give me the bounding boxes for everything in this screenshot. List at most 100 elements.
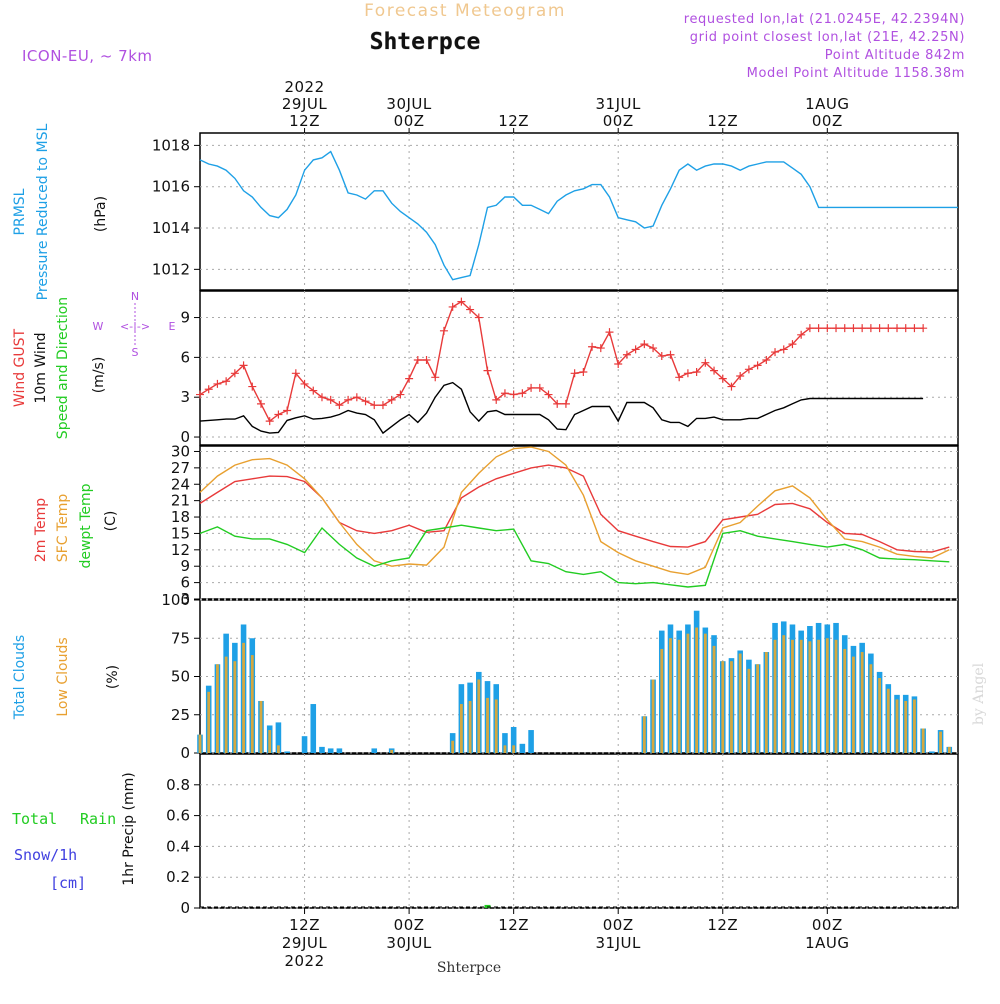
time-label-top: 30JUL: [386, 95, 431, 113]
precip-snow-label: Snow/1h: [14, 846, 77, 864]
gust-marker: [448, 302, 457, 311]
total-clouds-bar: [528, 730, 534, 753]
model-label: ICON-EU, ~ 7km: [22, 47, 153, 65]
low-clouds-bar: [852, 656, 855, 753]
compass-south: S: [132, 346, 139, 359]
panel-frame-5: [199, 753, 959, 909]
time-label-top: 31JUL: [596, 95, 641, 113]
low-clouds-bar: [669, 638, 672, 753]
y-tick-label: 3: [180, 388, 190, 406]
wind-10m-label: 10m Wind: [33, 332, 49, 403]
temp-dewpt-label: dewpt Temp: [78, 483, 94, 568]
precip-unit: 1hr Precip (mm): [121, 772, 137, 885]
low-clouds-bar: [503, 745, 507, 753]
time-label-top: 29JUL: [282, 95, 327, 113]
y-tick-label: 27: [171, 459, 190, 477]
gust-marker: [683, 369, 692, 378]
low-clouds-bar: [773, 639, 777, 753]
low-clouds-bar: [764, 652, 768, 753]
y-tick-label: 0.6: [166, 807, 190, 825]
gust-marker: [422, 356, 431, 365]
gust-marker: [605, 328, 614, 337]
gust-marker: [910, 324, 919, 333]
low-clouds-bar: [250, 655, 254, 753]
gust-marker: [666, 350, 675, 359]
gust-marker: [701, 358, 710, 367]
temp-2m-label: 2m Temp: [33, 498, 49, 562]
gust-marker: [535, 383, 544, 392]
time-label-top: 2022: [284, 78, 324, 96]
low-clouds-bar: [703, 633, 707, 753]
total-clouds-bar: [510, 726, 517, 753]
gust-marker: [866, 324, 875, 333]
low-clouds-label: Low Clouds: [55, 637, 71, 716]
gust-marker: [196, 390, 204, 399]
compass-rose: N S W E <-|->: [93, 290, 176, 359]
gust-marker: [692, 367, 701, 376]
gust-marker: [622, 350, 631, 359]
low-clouds-bar: [843, 648, 847, 753]
watermark: by Angel: [971, 662, 987, 725]
low-clouds-bar: [390, 749, 394, 753]
total-clouds-bar: [502, 733, 508, 753]
y-tick-label: 1018: [152, 136, 190, 154]
low-clouds-bar: [686, 633, 690, 753]
y-tick-label: 3: [180, 590, 190, 608]
gust-marker: [457, 297, 466, 306]
low-clouds-bar: [242, 642, 245, 753]
gust-marker: [361, 397, 370, 406]
low-clouds-bar: [207, 691, 211, 753]
low-clouds-bar: [695, 627, 699, 753]
time-label-top: 12Z: [707, 112, 738, 130]
gust-marker: [283, 406, 292, 415]
gust-marker: [248, 382, 257, 391]
y-tick-label: 6: [180, 348, 190, 366]
low-clouds-bar: [486, 697, 489, 753]
gust-marker: [631, 345, 640, 354]
gust-marker: [614, 360, 623, 369]
wind-dir-label: Speed and Direction: [55, 297, 71, 439]
temp-sfc-label: SFC Temp: [55, 494, 71, 563]
gust-marker: [317, 393, 326, 402]
low-clouds-bar: [468, 700, 472, 753]
gust-marker: [291, 369, 300, 378]
y-tick-label: 1014: [152, 219, 190, 237]
gust-marker: [405, 374, 414, 383]
gust-marker: [509, 390, 518, 399]
time-label-top: 12Z: [289, 112, 320, 130]
low-clouds-bar: [259, 700, 263, 753]
time-label-bottom: 00Z: [812, 916, 843, 934]
time-label-bottom: 30JUL: [386, 934, 431, 952]
gust-marker: [561, 399, 570, 408]
total-clouds-label: Total Clouds: [12, 635, 28, 720]
low-clouds-bar: [791, 639, 794, 753]
gust-marker: [326, 395, 335, 404]
y-tick-label: 100: [161, 591, 190, 609]
gust-marker: [596, 344, 605, 353]
gust-marker: [239, 361, 248, 370]
y-tick-label: 1016: [152, 178, 190, 196]
gust-marker: [544, 390, 553, 399]
y-tick-label: 6: [180, 574, 190, 592]
low-clouds-bar: [825, 638, 829, 753]
point-altitude: Point Altitude 842m: [825, 48, 965, 63]
wind-gust-label: Wind GUST: [12, 328, 28, 407]
y-tick-label: 21: [171, 492, 190, 510]
gust-marker: [779, 345, 788, 354]
pressure-series: [199, 150, 958, 281]
low-clouds-bar: [268, 730, 272, 753]
requested-point: requested lon,lat (21.0245E, 42.2394N): [684, 12, 965, 27]
gust-marker: [762, 356, 771, 365]
total-clouds-bar: [519, 743, 526, 753]
time-label-bottom: 31JUL: [596, 934, 641, 952]
temp-2m-series: [199, 464, 950, 553]
low-clouds-bar: [738, 653, 742, 753]
precip-rain-label: Rain: [80, 810, 116, 828]
low-clouds-bar: [642, 716, 646, 753]
gust-marker: [309, 386, 318, 395]
gust-marker: [744, 365, 753, 374]
gust-marker: [335, 401, 344, 410]
total-clouds-bar: [310, 704, 317, 753]
compass-west: W: [93, 320, 104, 333]
